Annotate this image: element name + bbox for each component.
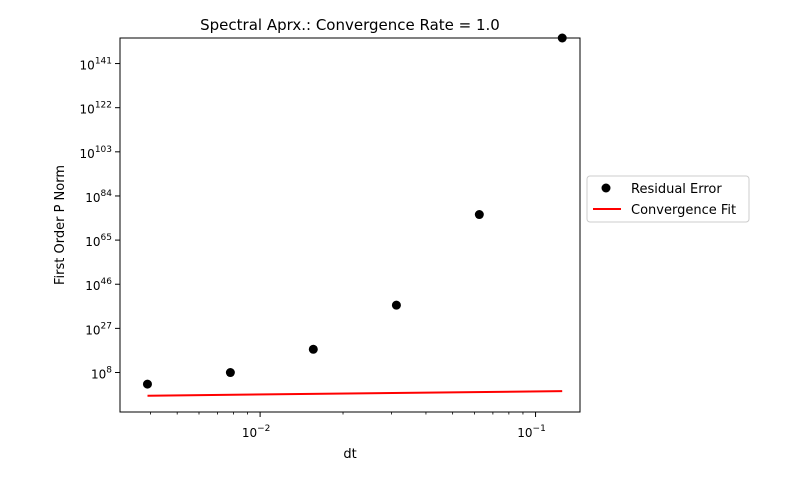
- legend: Residual Error Convergence Fit: [586, 175, 750, 223]
- y-tick-label-base: 10: [85, 235, 100, 249]
- x-tick-label-exponent: −1: [533, 424, 546, 434]
- plot-frame: [119, 37, 581, 413]
- y-tick-label: 1084: [85, 189, 112, 205]
- plot-area: 10−2 10−110810271046106510841010310122101…: [80, 33, 567, 440]
- y-tick-label-exponent: 8: [106, 366, 112, 376]
- y-tick-label: 10122: [80, 101, 112, 117]
- y-tick-label: 1065: [85, 233, 112, 249]
- y-axis-label: First Order P Norm: [53, 165, 68, 285]
- x-tick-label: 10−2: [242, 424, 271, 440]
- y-tick-label-base: 10: [80, 59, 95, 73]
- y-tick-label-base: 10: [80, 103, 95, 117]
- y-tick-label-exponent: 103: [95, 145, 112, 155]
- data-point-residual-error: [142, 379, 152, 389]
- y-tick-label-base: 10: [85, 279, 100, 293]
- y-tick-label: 10141: [80, 57, 112, 73]
- data-point-residual-error: [308, 344, 318, 354]
- y-tick-label-exponent: 141: [95, 57, 112, 67]
- x-tick-label-base: 10: [517, 426, 532, 440]
- x-tick-label-exponent: −2: [257, 424, 270, 434]
- y-tick-label-base: 10: [80, 147, 95, 161]
- data-point-residual-error: [474, 210, 484, 220]
- legend-box: [586, 175, 750, 223]
- y-tick-label: 1027: [85, 321, 112, 337]
- legend-label-residual-error: Residual Error: [631, 182, 722, 197]
- legend-marker-residual-error: [601, 183, 611, 193]
- legend-label-convergence-fit: Convergence Fit: [631, 203, 736, 218]
- y-tick-label-base: 10: [91, 368, 106, 382]
- y-tick-label-base: 10: [85, 323, 100, 337]
- y-tick-label-exponent: 122: [95, 101, 112, 111]
- x-axis-label: dt: [343, 447, 356, 462]
- data-point-residual-error: [225, 368, 235, 378]
- y-tick-label-base: 10: [85, 191, 100, 205]
- series-line-convergence-fit: [147, 390, 563, 397]
- x-tick-label-base: 10: [242, 426, 257, 440]
- y-tick-label-exponent: 46: [101, 277, 113, 287]
- data-point-residual-error: [391, 300, 401, 310]
- y-tick-label: 10103: [80, 145, 112, 161]
- y-tick-label: 1046: [85, 277, 112, 293]
- y-tick-label-exponent: 65: [101, 233, 112, 243]
- y-tick-label-exponent: 84: [101, 189, 113, 199]
- chart-title: Spectral Aprx.: Convergence Rate = 1.0: [200, 16, 500, 34]
- x-tick-label: 10−1: [517, 424, 546, 440]
- y-tick-label-exponent: 27: [101, 321, 112, 331]
- y-tick-label: 108: [91, 366, 112, 382]
